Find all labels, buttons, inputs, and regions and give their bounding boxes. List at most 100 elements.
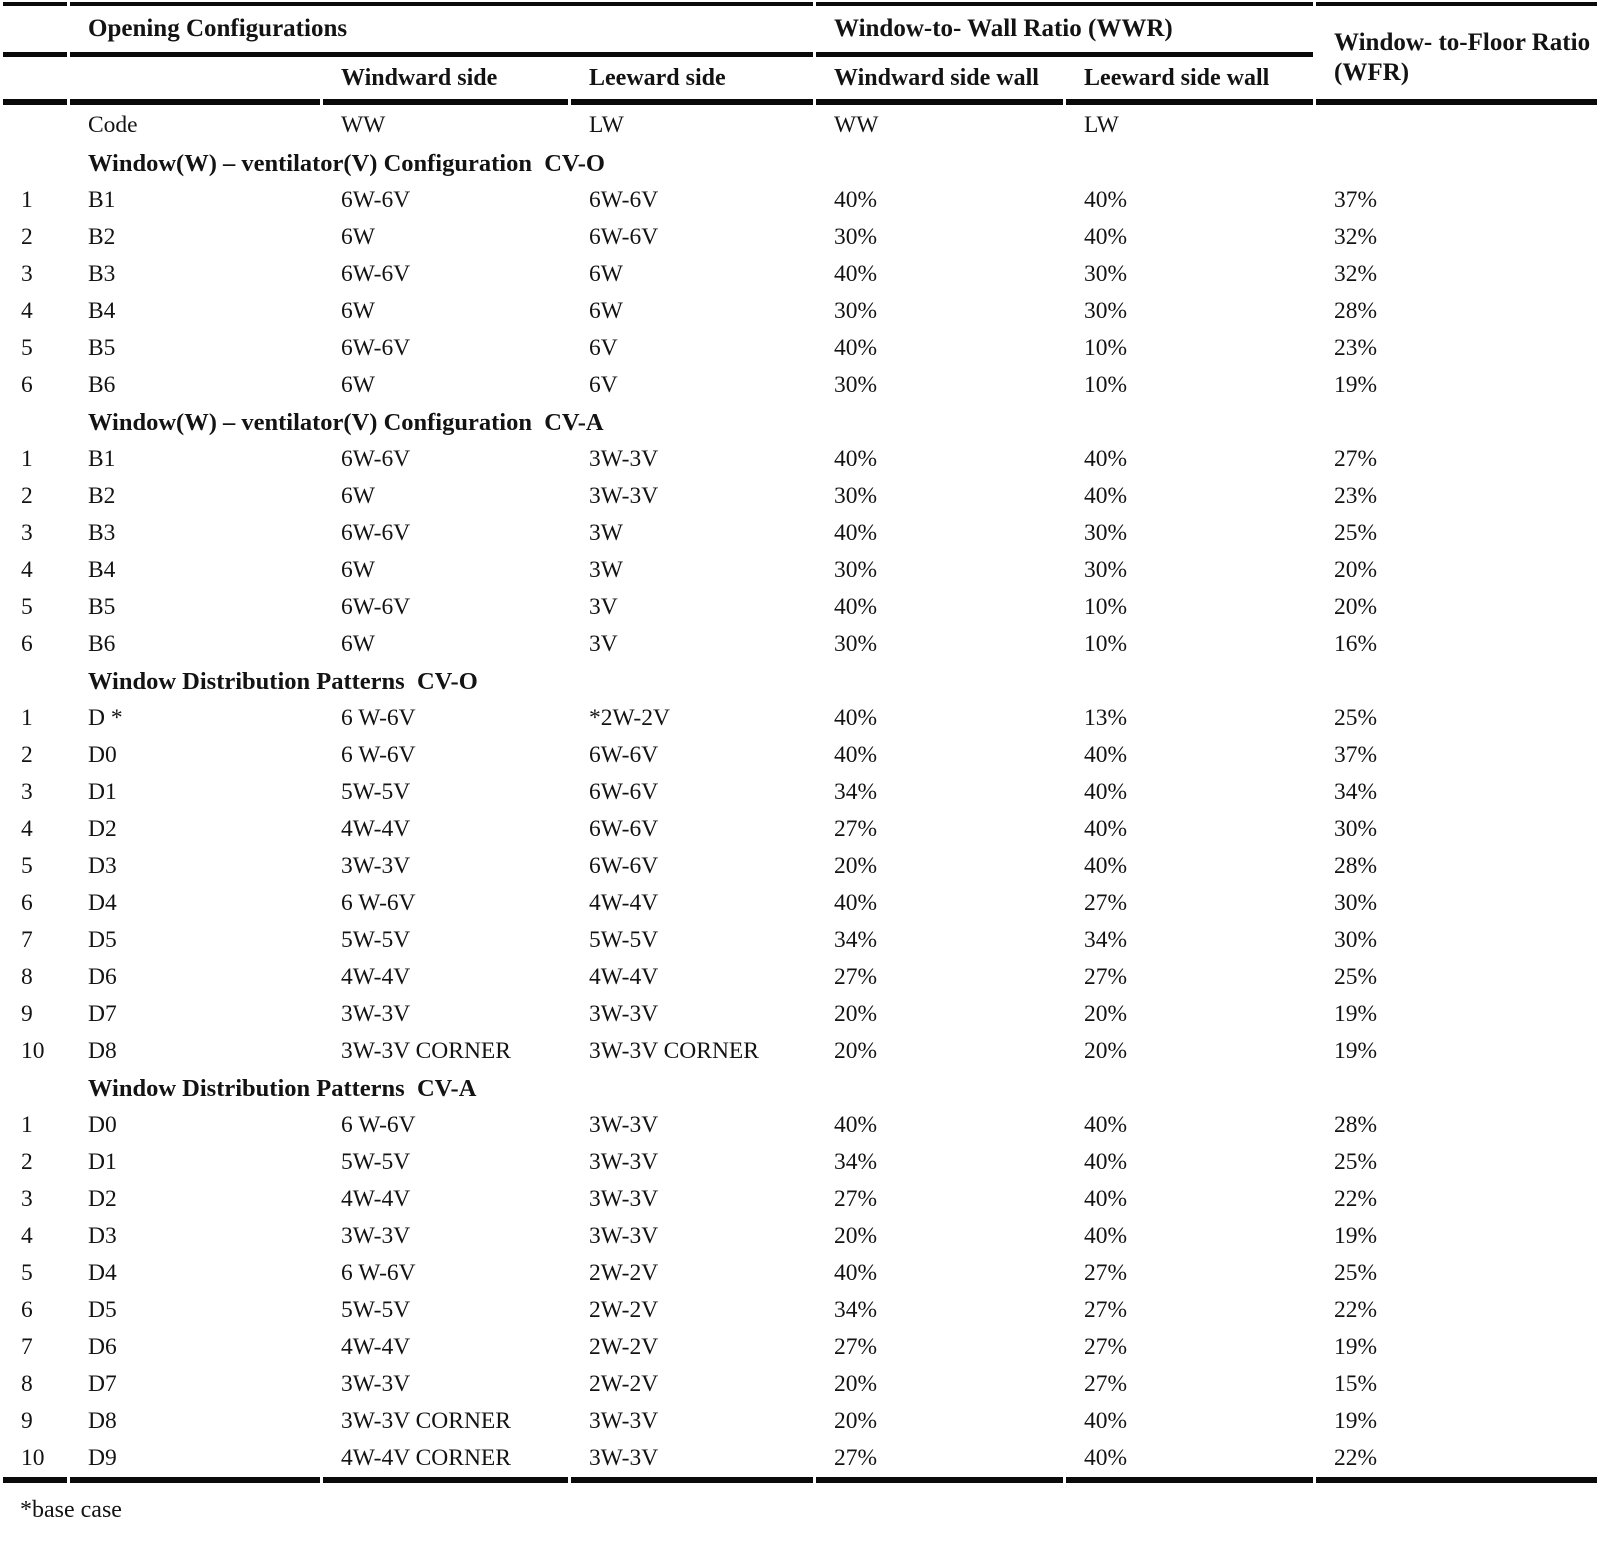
cell-lw: 2W-2V <box>589 1260 659 1287</box>
header-sub-row: Windward side Leeward side Windward side… <box>3 57 1597 105</box>
cell-lw: 2W-2V <box>589 1371 659 1398</box>
cell-ww: 6 W-6V <box>341 1260 416 1287</box>
cell-wwr-ww: 34% <box>834 927 878 954</box>
table-row: 5 D3 3W-3V 6W-6V 20% 40% 28% <box>3 848 1597 885</box>
cell-lw: 3W-3V <box>589 1186 659 1213</box>
cell-num <box>3 663 67 700</box>
cell-code: D4 <box>88 890 117 917</box>
cell-ww: 6 W-6V <box>341 742 416 769</box>
cell-wwr-lw: 40% <box>1084 1223 1128 1250</box>
cell-num: 3 <box>21 779 33 806</box>
header-leeward-side-wall: Leeward side wall <box>1066 57 1314 105</box>
cell-wwr-ww: 30% <box>834 372 878 399</box>
table-row: 4 B4 6W 6W 30% 30% 28% <box>3 293 1597 330</box>
table-row: 4 B4 6W 3W 30% 30% 20% <box>3 552 1597 589</box>
cell-wwr-lw: 40% <box>1084 742 1128 769</box>
cell-code: D0 <box>88 742 117 769</box>
cell-code: B1 <box>88 187 116 214</box>
cell-code: B1 <box>88 446 116 473</box>
table-row: 1 B1 6W-6V 3W-3V 40% 40% 27% <box>3 441 1597 478</box>
cell-num <box>3 404 67 441</box>
cell-code: B6 <box>88 631 116 658</box>
cell-wwr-lw: 40% <box>1066 1440 1314 1483</box>
cell-code: D2 <box>88 816 117 843</box>
cell-wwr-lw: 20% <box>1084 1038 1128 1065</box>
cell-code: B5 <box>88 594 116 621</box>
cell-wfr: 30% <box>1334 816 1378 843</box>
cell-code: D0 <box>88 1112 117 1139</box>
table-row: 10 D9 4W-4V CORNER 3W-3V 27% 40% 22% <box>3 1440 1597 1483</box>
cell-wwr-ww: 20% <box>834 853 878 880</box>
cell-wwr-lw: 10% <box>1084 335 1128 362</box>
cell-wfr: 37% <box>1334 187 1378 214</box>
section-title: Window Distribution Patterns CV-A <box>88 1074 477 1102</box>
table-row: 1 B1 6W-6V 6W-6V 40% 40% 37% <box>3 182 1597 219</box>
cell-ww: 3W-3V <box>341 1371 411 1398</box>
table-row: 6 D4 6 W-6V 4W-4V 40% 27% 30% <box>3 885 1597 922</box>
cell-num: 4 <box>21 298 33 325</box>
cell-wwr-ww: 40% <box>834 1112 878 1139</box>
table-row: 3 D2 4W-4V 3W-3V 27% 40% 22% <box>3 1181 1597 1218</box>
cell-wwr-ww: 34% <box>834 1149 878 1176</box>
cell-code: D7 <box>88 1371 117 1398</box>
table-row: 4 D2 4W-4V 6W-6V 27% 40% 30% <box>3 811 1597 848</box>
cell-lw: 6W-6V <box>589 742 659 769</box>
cell-wwr-ww: 40% <box>834 261 878 288</box>
cell-code: B5 <box>88 335 116 362</box>
cell-num: 3 <box>21 1186 33 1213</box>
cell-lw: 6W-6V <box>589 816 659 843</box>
header-ww: WW <box>341 111 386 138</box>
cell-wwr-ww: 20% <box>834 1408 878 1435</box>
cell-wwr-lw: 27% <box>1084 1297 1128 1324</box>
cell-wfr: 34% <box>1334 779 1378 806</box>
cell-ww: 4W-4V <box>341 816 411 843</box>
header-wwr: Window-to- Wall Ratio (WWR) <box>816 2 1314 57</box>
cell-ww: 3W-3V <box>341 1223 411 1250</box>
table-row: 6 B6 6W 3V 30% 10% 16% <box>3 626 1597 663</box>
cell-wwr-lw: 40% <box>1084 1149 1128 1176</box>
cell-wfr: 32% <box>1334 224 1378 251</box>
cell-wwr-ww: 40% <box>834 890 878 917</box>
cell-code: D3 <box>88 853 117 880</box>
cell-ww: 4W-4V CORNER <box>323 1440 568 1483</box>
cell-lw: 3W <box>589 557 623 584</box>
cell-wwr-ww: 40% <box>834 705 878 732</box>
cell-wwr-ww: 27% <box>834 816 878 843</box>
cell-num: 4 <box>21 816 33 843</box>
cell-code: D9 <box>70 1440 320 1483</box>
table-row: 3 D1 5W-5V 6W-6V 34% 40% 34% <box>3 774 1597 811</box>
cell-code: D3 <box>88 1223 117 1250</box>
table-row: 3 B3 6W-6V 6W 40% 30% 32% <box>3 256 1597 293</box>
cell-wwr-ww: 30% <box>834 557 878 584</box>
table-row: 8 D6 4W-4V 4W-4V 27% 27% 25% <box>3 959 1597 996</box>
cell-wwr-ww: 40% <box>834 1260 878 1287</box>
cell-wfr: 28% <box>1334 298 1378 325</box>
cell-wwr-ww: 30% <box>834 224 878 251</box>
table-row: 9 D7 3W-3V 3W-3V 20% 20% 19% <box>3 996 1597 1033</box>
cell-code: D1 <box>88 1149 117 1176</box>
cell-wwr-ww: 30% <box>834 483 878 510</box>
cell-wwr-lw: 27% <box>1084 964 1128 991</box>
table-row: 6 D5 5W-5V 2W-2V 34% 27% 22% <box>3 1292 1597 1329</box>
cell-lw: 4W-4V <box>589 964 659 991</box>
cell-ww: 6W <box>341 483 375 510</box>
cell-wwr-lw: 30% <box>1084 520 1128 547</box>
cell-wwr-ww: 40% <box>834 594 878 621</box>
cell-code: B3 <box>88 520 116 547</box>
cell-num: 5 <box>21 594 33 621</box>
cell-ww: 3W-3V CORNER <box>341 1038 511 1065</box>
cell-num <box>3 1070 67 1107</box>
cell-wwr-lw: 40% <box>1084 483 1128 510</box>
cell-ww: 6 W-6V <box>341 705 416 732</box>
cell-wfr: 22% <box>1316 1440 1597 1483</box>
cell-ww: 6 W-6V <box>341 890 416 917</box>
cell-wfr: 22% <box>1334 1186 1378 1213</box>
header-spacer-cell <box>3 2 67 57</box>
cell-lw: 3W-3V <box>589 1223 659 1250</box>
table-row: 9 D8 3W-3V CORNER 3W-3V 20% 40% 19% <box>3 1403 1597 1440</box>
cell-num: 2 <box>21 224 33 251</box>
cell-lw: 3V <box>589 594 618 621</box>
cell-wwr-ww: 20% <box>834 1371 878 1398</box>
cell-wwr-lw: 27% <box>1084 1371 1128 1398</box>
cell-lw: 6W-6V <box>589 853 659 880</box>
